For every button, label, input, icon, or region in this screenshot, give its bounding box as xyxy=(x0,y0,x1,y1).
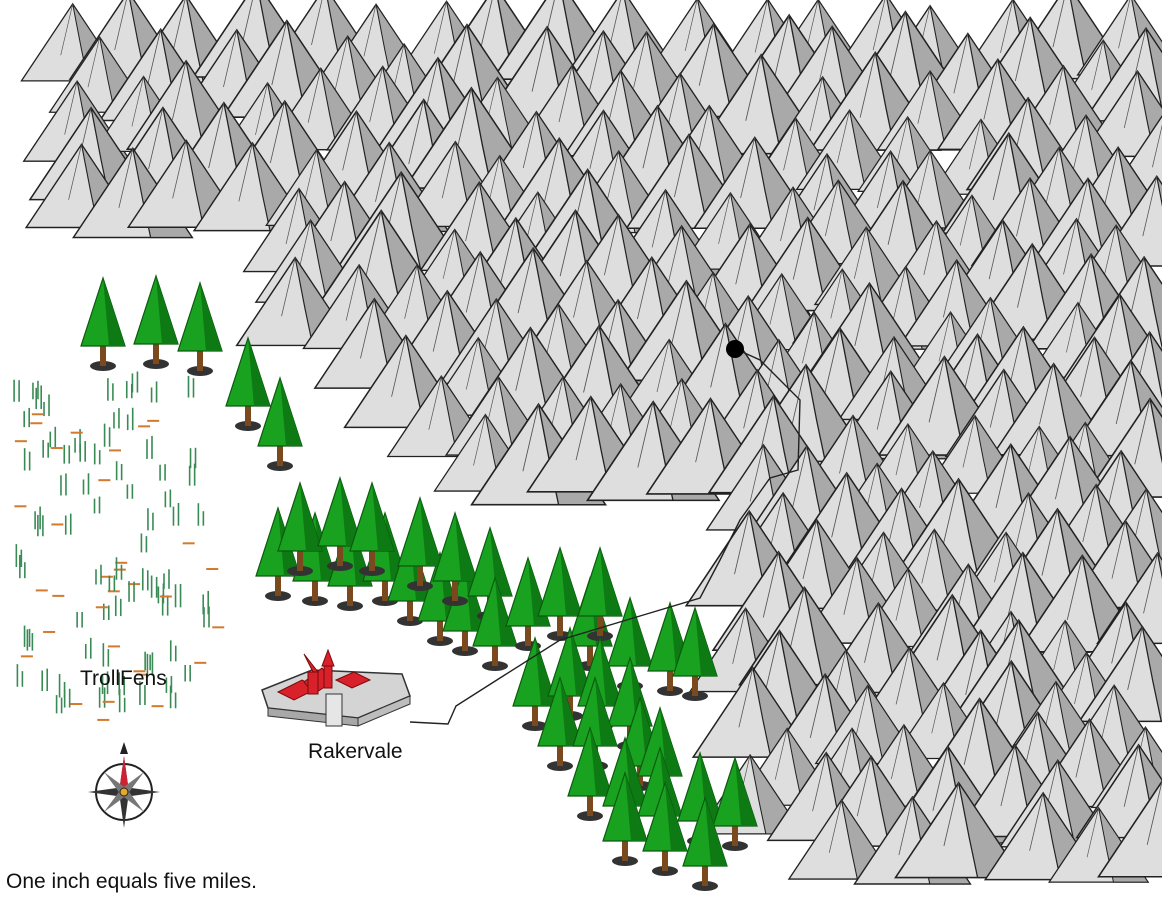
marsh-icon xyxy=(157,583,165,604)
marsh-icon xyxy=(23,407,30,428)
marsh-icon xyxy=(79,441,86,462)
marsh-icon xyxy=(98,687,106,708)
marsh-icon xyxy=(126,407,134,431)
marsh-icon xyxy=(42,439,49,458)
marsh-icon xyxy=(139,681,146,706)
walled-town-icon[interactable] xyxy=(261,648,411,727)
marsh-icon xyxy=(49,426,57,448)
pine-tree-icon xyxy=(80,277,126,372)
marsh-icon xyxy=(13,379,20,402)
marsh-icon xyxy=(37,514,44,537)
marsh-icon xyxy=(26,629,34,651)
marsh-icon xyxy=(60,473,67,496)
marsh-icon xyxy=(41,668,49,692)
marsh-icon xyxy=(118,672,126,696)
pine-tree-icon xyxy=(133,275,179,370)
marsh-icon xyxy=(115,461,123,481)
marsh-icon xyxy=(63,688,71,708)
marsh-icon xyxy=(63,444,71,464)
marsh-icon xyxy=(150,381,158,403)
marsh-icon xyxy=(93,443,101,465)
marsh-icon xyxy=(93,496,101,514)
marsh-icon xyxy=(202,590,210,615)
marsh-icon xyxy=(19,555,26,579)
marsh-icon xyxy=(34,506,41,530)
marsh-icon xyxy=(82,473,90,495)
marsh-icon xyxy=(172,503,180,526)
marsh-icon xyxy=(23,625,31,647)
pine-tree-icon xyxy=(177,282,223,377)
trail-path xyxy=(409,349,801,725)
marsh-icon xyxy=(147,508,154,531)
marsh-icon xyxy=(184,665,191,682)
marsh-icon xyxy=(188,463,196,486)
marsh-icon xyxy=(169,685,177,709)
town-label[interactable]: Rakervale xyxy=(308,740,403,763)
compass-rose-icon xyxy=(88,742,160,828)
fens-label: TrollFens xyxy=(80,667,167,690)
marsh-icon xyxy=(125,381,133,399)
marsh-icon xyxy=(32,380,39,400)
marsh-icon xyxy=(164,489,172,508)
marsh-icon xyxy=(15,544,23,567)
marsh-icon xyxy=(103,423,111,447)
marsh-icon xyxy=(187,375,195,398)
marsh-icon xyxy=(126,484,134,499)
marsh-icon xyxy=(197,503,205,526)
marsh-icon xyxy=(144,651,151,671)
marsh-icon xyxy=(108,575,116,592)
marsh-icon xyxy=(189,447,197,469)
marsh-icon xyxy=(128,581,135,602)
marsh-icon xyxy=(169,640,177,662)
marsh-icon xyxy=(84,637,92,659)
marsh-icon xyxy=(165,676,173,693)
marsh-icon xyxy=(95,564,102,585)
marsh-area xyxy=(13,371,225,721)
marsh-icon xyxy=(35,385,43,410)
marsh-icon xyxy=(55,695,63,714)
pine-tree-icon xyxy=(225,337,271,432)
scale-note: One inch equals five miles. xyxy=(6,870,257,893)
marsh-icon xyxy=(146,435,153,459)
marsh-icon xyxy=(43,394,50,417)
marsh-icon xyxy=(107,378,114,401)
marsh-icon xyxy=(64,513,72,535)
marsh-icon xyxy=(159,464,166,481)
marsh-icon xyxy=(101,671,109,695)
marsh-icon xyxy=(58,673,66,698)
marsh-icon xyxy=(174,583,182,608)
marsh-icon xyxy=(76,611,83,628)
marsh-icon xyxy=(115,557,123,580)
marsh-icon xyxy=(102,603,110,620)
marsh-icon xyxy=(163,569,170,589)
marsh-icon xyxy=(23,448,31,471)
marsh-icon xyxy=(146,652,154,676)
marsh-icon xyxy=(102,643,110,667)
location-dot-icon[interactable] xyxy=(726,340,744,358)
marsh-icon xyxy=(113,408,120,429)
marsh-icon xyxy=(131,371,139,393)
marsh-icon xyxy=(114,595,122,617)
marsh-icon xyxy=(140,533,148,553)
marsh-icon xyxy=(141,568,149,591)
marsh-icon xyxy=(16,664,24,687)
marsh-icon xyxy=(150,575,158,598)
